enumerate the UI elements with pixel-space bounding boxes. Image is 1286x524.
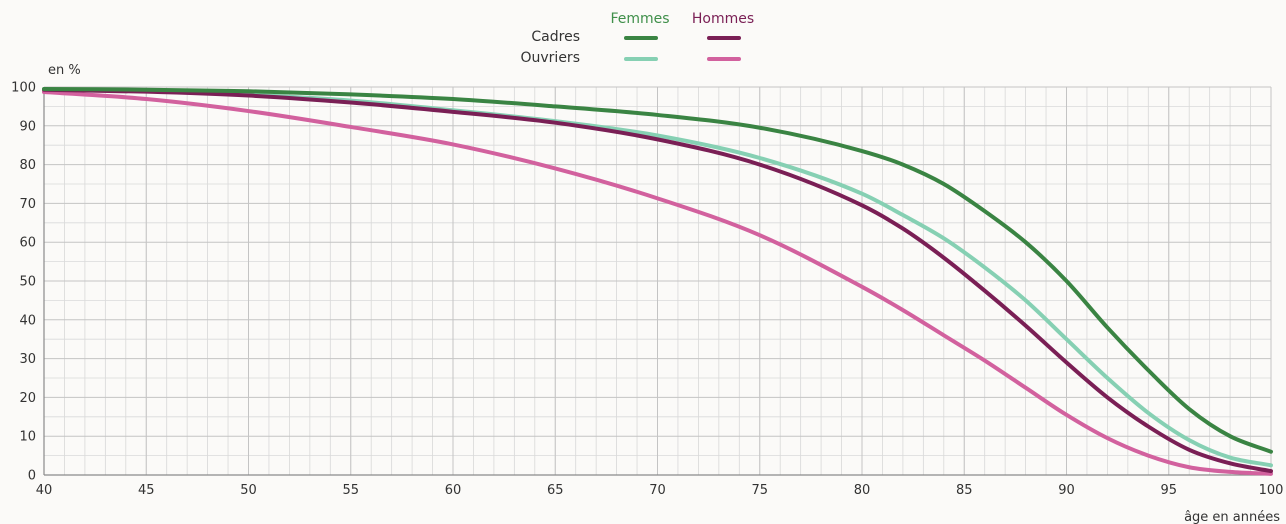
x-tick-label: 70 [649,483,666,498]
y-tick-label: 50 [19,275,36,290]
x-tick-label: 75 [751,483,768,498]
legend-column-hommes: Hommes [692,11,754,27]
x-tick-label: 90 [1058,483,1075,498]
legend-row-cadres: Cadres [531,29,580,45]
x-tick-label: 95 [1160,483,1177,498]
x-tick-label: 40 [36,483,53,498]
y-tick-label: 70 [19,197,36,212]
series-line-hommes-cadres [42,87,1273,474]
y-tick-label: 80 [19,158,36,173]
y-tick-label: 40 [19,313,36,328]
x-tick-label: 85 [956,483,973,498]
x-tick-label: 45 [138,483,155,498]
x-axis-label: âge en années [1184,510,1280,524]
series-line-femmes-cadres [42,86,1273,454]
y-tick-label: 90 [19,119,36,134]
legend: Femmes Hommes Cadres Ouvriers [521,11,755,66]
legend-swatches [624,36,741,61]
y-tick-label: 20 [19,391,36,406]
y-tick-label: 60 [19,236,36,251]
x-tick-label: 100 [1259,483,1284,498]
y-tick-label: 0 [28,469,36,484]
x-tick-label: 65 [547,483,564,498]
x-tick-label: 80 [854,483,871,498]
x-tick-labels: 40 45 50 55 60 65 70 75 80 85 90 95 100 [36,483,1284,498]
legend-column-femmes: Femmes [610,11,669,27]
legend-row-ouvriers: Ouvriers [521,50,581,66]
y-tick-label: 10 [19,430,36,445]
x-tick-label: 60 [445,483,462,498]
axes [43,87,1271,476]
y-tick-labels: 0 10 20 30 40 50 60 70 80 90 100 [11,81,36,484]
y-axis-label: en % [48,63,81,78]
y-tick-label: 30 [19,352,36,367]
series-lines [42,86,1273,476]
x-tick-label: 55 [342,483,359,498]
y-tick-label: 100 [11,81,36,96]
series-line-hommes-ouvriers [42,90,1273,476]
x-tick-label: 50 [240,483,257,498]
